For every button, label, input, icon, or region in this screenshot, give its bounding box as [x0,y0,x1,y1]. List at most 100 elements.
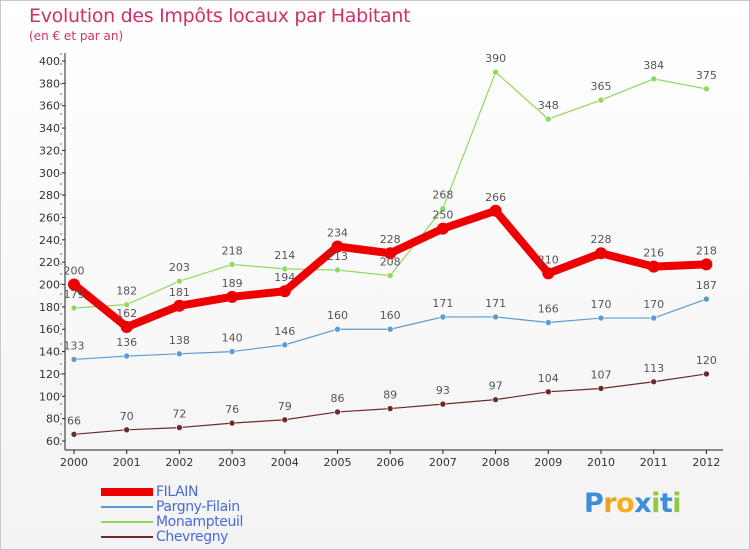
data-point-pargny-filain [492,313,499,321]
data-label-filain: 216 [643,247,664,260]
data-point-pargny-filain [439,313,447,321]
data-label-chevregny: 70 [120,410,134,423]
logo-letter: o [616,488,635,519]
y-tick-label: 120 [39,368,60,381]
data-point-monampteuil [439,205,447,212]
data-label-chevregny: 86 [331,392,345,405]
data-point-monampteuil [544,115,552,123]
data-point-pargny-filain [281,341,289,349]
x-tick-label: 2006 [376,456,404,469]
legend-label-filain: FILAIN [156,484,199,500]
data-point-filain [542,267,555,280]
data-label-chevregny: 104 [538,372,559,385]
data-label-chevregny: 66 [67,414,81,427]
data-label-monampteuil: 182 [116,285,137,298]
x-tick-label: 2007 [429,456,457,469]
y-tick-label: 220 [39,256,60,269]
data-point-pargny-filain [650,314,658,322]
y-tick-label: 340 [39,122,60,135]
data-point-monampteuil [597,96,605,104]
legend-item-pargny-filain: Pargny-Filain [101,500,341,515]
data-point-filain [331,240,344,253]
x-tick-label: 2003 [218,456,246,469]
data-label-filain: 189 [222,277,243,290]
data-point-monampteuil [70,304,78,312]
legend-swatch-pargny-filain [101,506,153,508]
data-label-chevregny: 97 [489,380,503,393]
data-label-monampteuil: 213 [327,250,348,263]
logo-letter: x [634,488,652,519]
y-tick-label: 280 [39,189,60,202]
data-label-filain: 234 [327,227,348,240]
data-point-filain [436,222,449,235]
data-label-pargny-filain: 166 [538,303,559,316]
y-tick-label: 60 [46,435,60,448]
data-label-chevregny: 107 [591,368,612,381]
y-tick-label: 260 [39,211,60,224]
y-tick-label: 180 [39,301,60,314]
data-point-monampteuil [176,277,183,285]
data-label-pargny-filain: 171 [432,297,453,310]
legend-swatch-chevregny [101,536,153,538]
proxiti-logo: Proxiti [584,488,682,519]
x-tick-label: 2002 [165,456,193,469]
data-label-monampteuil: 268 [432,189,453,202]
data-point-filain [489,204,502,217]
logo-letter: i [651,488,660,519]
x-tick-label: 2004 [271,456,299,469]
data-point-chevregny [70,430,78,438]
y-tick-label: 80 [46,413,60,426]
legend-swatch-monampteuil [101,521,153,523]
x-tick-label: 2001 [113,456,141,469]
data-point-chevregny [281,416,289,424]
x-tick-label: 2009 [534,456,562,469]
data-label-pargny-filain: 170 [591,298,612,311]
data-point-chevregny [439,400,447,408]
data-label-filain: 162 [116,307,137,320]
data-label-pargny-filain: 187 [696,279,717,292]
data-point-monampteuil [123,301,130,308]
data-label-filain: 250 [432,209,453,222]
data-point-filain [647,260,660,273]
data-label-filain: 218 [696,244,717,257]
data-label-monampteuil: 218 [222,244,243,257]
data-label-pargny-filain: 138 [169,334,190,347]
legend-item-filain: FILAIN [101,485,341,500]
data-label-chevregny: 120 [696,354,717,367]
data-label-filain: 228 [380,233,401,246]
data-label-monampteuil: 208 [380,256,401,269]
data-point-chevregny [228,419,236,427]
y-tick-label: 400 [39,55,60,68]
data-label-monampteuil: 365 [591,80,612,93]
data-label-pargny-filain: 160 [327,309,348,322]
data-point-pargny-filain [334,325,341,333]
legend-item-chevregny: Chevregny [101,530,341,545]
data-point-filain [700,258,713,271]
data-label-chevregny: 89 [383,389,397,402]
y-tick-label: 160 [39,323,60,336]
data-point-filain [120,321,133,333]
data-label-pargny-filain: 136 [116,336,137,349]
data-point-filain [595,247,607,260]
legend-label-pargny-filain: Pargny-Filain [156,499,240,515]
data-point-filain [226,290,239,303]
data-label-chevregny: 113 [643,362,664,375]
data-point-filain [278,285,291,298]
data-point-filain [384,247,397,260]
data-point-filain [173,299,186,312]
data-label-pargny-filain: 160 [380,309,401,322]
data-label-monampteuil: 179 [64,288,85,301]
data-label-monampteuil: 214 [274,249,295,262]
data-label-pargny-filain: 140 [222,332,243,345]
y-tick-label: 100 [39,390,60,403]
data-point-pargny-filain [703,295,710,303]
y-tick-label: 360 [39,100,60,113]
data-label-monampteuil: 384 [643,59,664,72]
x-tick-label: 2008 [482,456,510,469]
data-point-pargny-filain [544,319,552,326]
data-label-pargny-filain: 146 [274,325,295,338]
y-tick-label: 200 [39,279,60,292]
data-point-chevregny [703,370,710,378]
data-point-chevregny [544,388,552,396]
